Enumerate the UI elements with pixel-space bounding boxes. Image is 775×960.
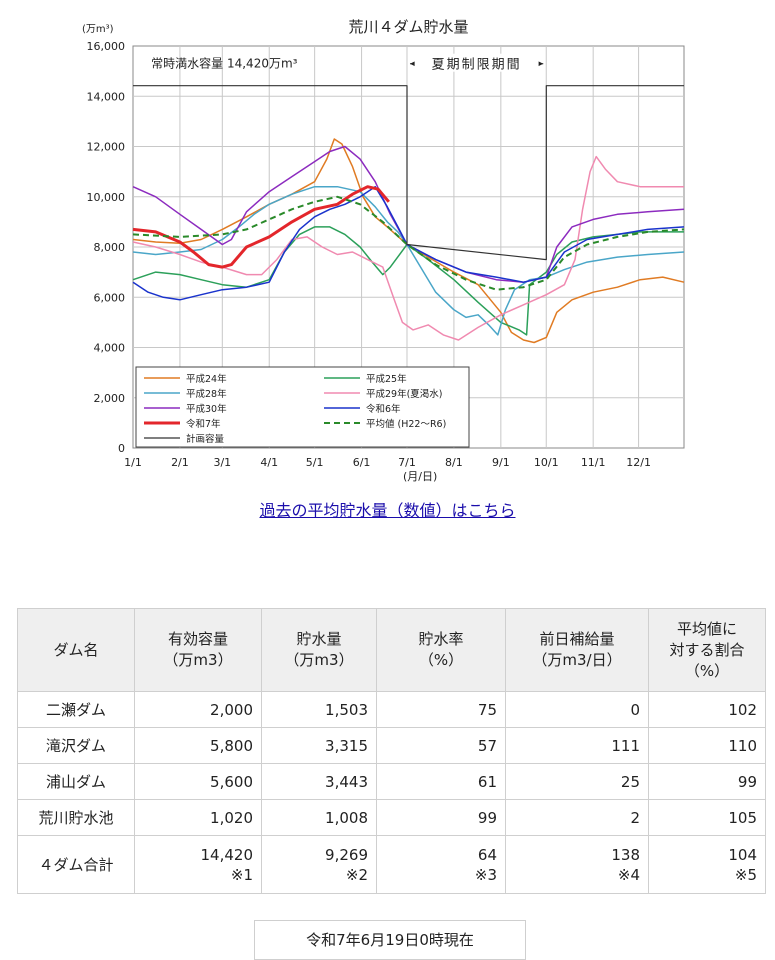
y-tick-label: 12,000 — [87, 141, 126, 154]
past-average-link-wrap: 過去の平均貯水量（数値）はこちら — [0, 497, 775, 521]
series-line — [132, 185, 685, 301]
cell-dam-name: 荒川貯水池 — [17, 799, 135, 836]
cell-rate: 75 — [376, 691, 506, 728]
y-tick-label: 16,000 — [87, 40, 126, 53]
x-tick-label: 4/1 — [260, 456, 278, 469]
x-tick-label: 5/1 — [306, 456, 324, 469]
y-tick-label: 8,000 — [94, 241, 126, 254]
header-supply: 前日補給量 （万m3/日） — [505, 608, 649, 692]
series-line — [132, 145, 685, 283]
summer-annotation: 夏期制限期間 — [432, 58, 522, 73]
cell-capacity: 5,600 — [134, 763, 262, 800]
table-total-row: ４ダム合計 14,420 ※1 9,269 ※2 64 ※3 138 ※4 104 ※5 — [17, 835, 766, 894]
cell-total-ratio: 104 ※5 — [648, 835, 766, 894]
y-tick-label: 4,000 — [94, 342, 126, 355]
x-tick-label: 11/1 — [581, 456, 606, 469]
table-row: 浦山ダム 5,600 3,443 61 25 99 — [17, 763, 766, 800]
header-dam-name: ダム名 — [17, 608, 135, 692]
y-tick-label: 10,000 — [87, 191, 126, 204]
cell-rate: 61 — [376, 763, 506, 800]
x-tick-label: 8/1 — [445, 456, 463, 469]
series-line — [132, 155, 684, 341]
cell-ratio: 102 — [648, 691, 766, 728]
series-line — [133, 85, 684, 261]
series-line — [132, 185, 390, 269]
cell-storage: 3,443 — [261, 763, 377, 800]
cell-capacity: 1,020 — [134, 799, 262, 836]
cell-supply: 111 — [505, 727, 649, 764]
legend-label: 平成29年(夏渇水) — [366, 388, 443, 400]
summer-label-bg — [414, 53, 539, 72]
legend-label: 平成28年 — [186, 388, 227, 400]
y-axis-label: (万m³) — [82, 24, 114, 35]
cell-supply: 25 — [505, 763, 649, 800]
cell-supply: 0 — [505, 691, 649, 728]
y-tick-label: 14,000 — [87, 90, 126, 103]
y-tick-label: 6,000 — [94, 291, 126, 304]
header-ratio: 平均値に 対する割合 （%） — [648, 608, 766, 692]
x-tick-label: 12/1 — [626, 456, 651, 469]
x-tick-label: 7/1 — [398, 456, 416, 469]
legend-label: 令和7年 — [186, 418, 221, 430]
cell-dam-name: 浦山ダム — [17, 763, 135, 800]
cell-ratio: 105 — [648, 799, 766, 836]
cell-supply: 2 — [505, 799, 649, 836]
cell-total-storage: 9,269 ※2 — [261, 835, 377, 894]
cell-dam-name: 二瀬ダム — [17, 691, 135, 728]
dam-table: ダム名 有効容量 （万m3） 貯水量 （万m3） 貯水率 （%） 前日補給量 （万m3/… — [17, 608, 766, 894]
x-tick-label: 10/1 — [534, 456, 559, 469]
header-storage: 貯水量 （万m3） — [261, 608, 377, 692]
legend-label: 平成24年 — [186, 373, 227, 385]
cell-ratio: 99 — [648, 763, 766, 800]
table-row: 荒川貯水池 1,020 1,008 99 2 105 — [17, 799, 766, 836]
cell-total-supply: 138 ※4 — [505, 835, 649, 894]
cell-total-capacity: 14,420 ※1 — [134, 835, 262, 894]
cell-rate: 57 — [376, 727, 506, 764]
header-capacity: 有効容量 （万m3） — [134, 608, 262, 692]
x-tick-label: 3/1 — [213, 456, 231, 469]
cell-storage: 3,315 — [261, 727, 377, 764]
x-tick-label: 1/1 — [124, 456, 142, 469]
cell-dam-name: 滝沢ダム — [17, 727, 135, 764]
header-rate: 貯水率 （%） — [376, 608, 506, 692]
cell-capacity: 2,000 — [134, 691, 262, 728]
legend-label: 平成25年 — [366, 373, 407, 385]
cell-capacity: 5,800 — [134, 727, 262, 764]
cell-storage: 1,503 — [261, 691, 377, 728]
cell-total-rate: 64 ※3 — [376, 835, 506, 894]
y-tick-label: 2,000 — [94, 392, 126, 405]
cell-total-name: ４ダム合計 — [17, 835, 135, 894]
legend-box — [135, 366, 470, 448]
legend-label: 令和6年 — [366, 403, 401, 415]
chart-title: 荒川４ダム貯水量 — [348, 18, 468, 36]
legend-label: 計画容量 — [186, 433, 225, 445]
legend-label: 平成30年 — [186, 403, 227, 415]
table-row: 滝沢ダム 5,800 3,315 57 111 110 — [17, 727, 766, 764]
cell-rate: 99 — [376, 799, 506, 836]
table-header-row: ダム名 有効容量 （万m3） 貯水量 （万m3） 貯水率 （%） 前日補給量 （万m3/… — [17, 608, 766, 692]
y-tick-label: 0 — [118, 442, 125, 455]
storage-chart: 荒川４ダム貯水量 (万m³) 0 2,000 4,000 6,000 8,000 10,000… — [82, 18, 685, 483]
x-tick-label: 6/1 — [353, 456, 371, 469]
x-tick-label: 2/1 — [171, 456, 189, 469]
x-tick-label: 9/1 — [492, 456, 510, 469]
legend-label: 平均値 (H22～R6) — [366, 418, 446, 430]
table-row: 二瀬ダム 2,000 1,503 75 0 102 — [17, 691, 766, 728]
cell-ratio: 110 — [648, 727, 766, 764]
past-average-link[interactable]: 過去の平均貯水量（数値）はこちら — [259, 501, 516, 520]
x-axis-label: (月/日) — [403, 470, 437, 483]
series-line — [132, 195, 685, 291]
capacity-annotation: 常時満水容量 14,420万m³ — [151, 56, 297, 71]
timestamp-box: 令和7年6月19日0時現在 — [254, 920, 526, 960]
cell-storage: 1,008 — [261, 799, 377, 836]
